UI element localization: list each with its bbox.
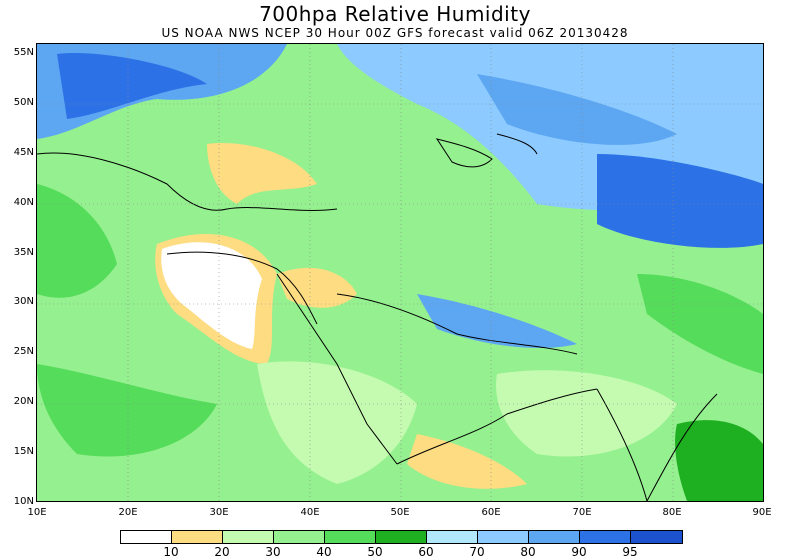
colorbar-label: 40 [316,545,332,559]
lon-label-20e: 20E [118,507,138,518]
lon-label-50e: 50E [390,507,410,518]
colorbar-label: 90 [571,545,587,559]
moist-region-india [496,370,677,457]
chart-title: 700hpa Relative Humidity [259,2,531,26]
lat-label-45n: 45N [13,147,34,158]
lat-lon-grid [37,44,763,501]
dry-region-turkey [207,143,317,204]
colorbar-swatch [121,531,172,543]
coastline-arabia-south [396,388,598,465]
lat-label-20n: 20N [13,396,34,407]
lat-label-25n: 25N [13,346,34,357]
coastline-red-sea [276,273,398,465]
moist-region-arabia [257,361,417,484]
colorbar-swatch [172,531,223,543]
lon-label-80e: 80E [662,507,682,518]
coastline-persian-gulf [336,293,578,355]
lat-label-15n: 15N [13,446,34,457]
lon-label-30e: 30E [209,507,229,518]
colorbar-label: 70 [469,545,485,559]
humidity-field [37,44,763,501]
lat-label-30n: 30N [13,296,34,307]
lon-label-90e: 90E [752,507,772,518]
coastline-northern-med [37,152,338,211]
aral-outline [496,133,538,155]
colorbar-label: 50 [367,545,383,559]
lat-label-50n: 50N [13,97,34,108]
lon-label-10e: 10E [27,507,47,518]
lon-label-60e: 60E [481,507,501,518]
coastline-north-africa [166,251,318,325]
humidity-map [36,43,764,502]
lat-label-35n: 35N [13,247,34,258]
lat-label-40n: 40N [13,197,34,208]
dry-region-arabian-sea [407,434,527,489]
colorbar-swatch [274,531,325,543]
colorbar-label: 20 [214,545,230,559]
colorbar-swatch [529,531,580,543]
humid-region-east [637,274,763,374]
colorbar-swatch [580,531,631,543]
colorbar-label: 10 [163,545,179,559]
lat-label-10n: 10N [13,496,34,507]
humid-region-bay-of-bengal [675,420,763,501]
colorbar-swatch [376,531,427,543]
colorbar-swatch [223,531,274,543]
colorbar-swatch [427,531,478,543]
map-canvas [37,44,763,501]
coastline-india-west [596,388,648,501]
chart-subtitle: US NOAA NWS NCEP 30 Hour 00Z GFS forecas… [161,26,629,40]
humid-region-sahel [37,364,217,457]
coastlines [37,133,718,501]
humid-region-core-northwest [57,53,207,119]
humid-region-north-core [477,74,677,145]
colorbar-swatch [325,531,376,543]
colorbar-label: 95 [622,545,638,559]
coastline-india-east [646,393,718,501]
colorbar-label: 60 [418,545,434,559]
humid-region-mediterranean [37,184,117,298]
very-dry-region-egypt [161,242,262,349]
colorbar [120,530,683,544]
colorbar-label: 30 [265,545,281,559]
dry-region-levant [277,267,357,308]
humid-region-arabian-sea [417,294,577,349]
caspian-outline [435,138,493,168]
lon-label-40e: 40E [300,507,320,518]
lat-label-55n: 55N [13,47,34,58]
humid-region-central-asia [597,154,763,248]
lon-label-70e: 70E [572,507,592,518]
colorbar-label: 80 [520,545,536,559]
colorbar-swatch [478,531,529,543]
colorbar-swatch [631,531,682,543]
